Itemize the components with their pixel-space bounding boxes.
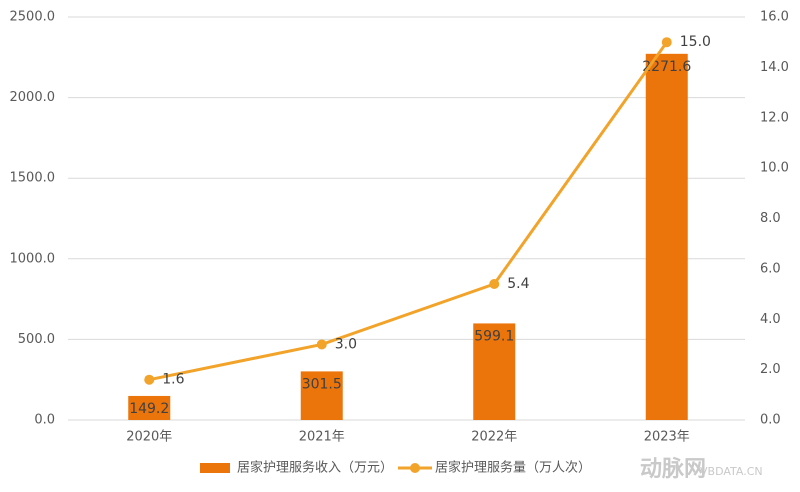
y2-tick-label: 6.0: [760, 261, 781, 276]
y-tick-label: 0.0: [34, 413, 55, 428]
bar-value-label: 2271.6: [642, 59, 691, 75]
legend-label: 居家护理服务量（万人次）: [435, 460, 591, 476]
bar-value-label: 599.1: [474, 328, 514, 344]
line-point: [661, 37, 672, 48]
x-tick-label: 2021年: [299, 430, 345, 445]
line-point: [144, 374, 155, 385]
y2-tick-label: 0.0: [760, 413, 781, 428]
y2-tick-label: 12.0: [760, 110, 789, 125]
watermark-site: VBDATA.CN: [700, 465, 763, 478]
legend-label: 居家护理服务收入（万元）: [237, 460, 393, 476]
y-tick-label: 1000.0: [10, 251, 56, 266]
y2-tick-label: 8.0: [760, 211, 781, 226]
watermark: 动脉网: [640, 457, 706, 482]
y-tick-label: 500.0: [18, 332, 55, 347]
x-tick-label: 2022年: [471, 430, 517, 445]
line-point: [316, 339, 327, 350]
y2-tick-label: 10.0: [760, 161, 789, 176]
x-tick-label: 2020年: [126, 430, 172, 445]
y2-tick-label: 16.0: [760, 10, 789, 25]
line-point: [489, 278, 500, 289]
bar-value-label: 301.5: [302, 376, 342, 392]
line-value-label: 1.6: [162, 372, 184, 388]
bar: [645, 53, 688, 420]
line: [148, 41, 668, 382]
y-tick-label: 2500.0: [10, 10, 56, 25]
line-value-label: 15.0: [680, 34, 711, 50]
legend-swatch-point: [410, 463, 420, 473]
y-tick-label: 1500.0: [10, 171, 56, 186]
y2-tick-label: 2.0: [760, 362, 781, 377]
bar: [300, 371, 343, 420]
y2-tick-label: 4.0: [760, 312, 781, 327]
bar: [473, 323, 516, 420]
y2-tick-label: 14.0: [760, 60, 789, 75]
legend-swatch: [200, 463, 230, 473]
bar: [128, 395, 171, 420]
bar-value-label: 149.2: [129, 401, 169, 417]
x-tick-label: 2023年: [644, 430, 690, 445]
line-value-label: 5.4: [507, 276, 529, 292]
y-tick-label: 2000.0: [10, 90, 56, 105]
line-value-label: 3.0: [335, 336, 357, 352]
